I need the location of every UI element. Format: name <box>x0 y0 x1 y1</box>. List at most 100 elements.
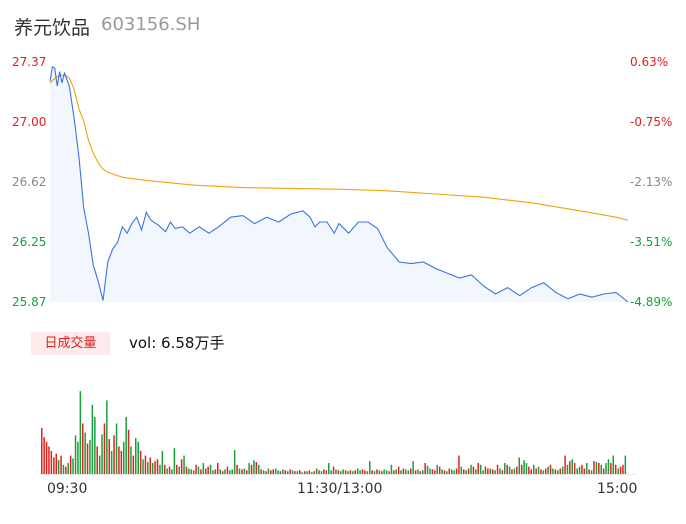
volume-bar <box>318 470 320 474</box>
volume-bar <box>74 435 77 474</box>
volume-bar <box>79 391 82 474</box>
volume-bar <box>393 470 395 474</box>
volume-bar <box>417 469 419 474</box>
pct-label-3: -2.13% <box>630 175 673 189</box>
volume-bar <box>373 471 376 474</box>
volume-bar <box>323 469 325 474</box>
volume-bar <box>559 468 561 474</box>
volume-bar <box>554 469 557 474</box>
volume-bar <box>315 468 318 474</box>
time-label-open: 09:30 <box>47 481 88 497</box>
volume-bar <box>91 405 94 474</box>
volume-bar <box>113 435 115 474</box>
volume-bar <box>569 461 571 474</box>
volume-bar <box>120 451 123 474</box>
volume-readout: vol: 6.58万手 <box>129 334 225 352</box>
volume-bar <box>260 469 262 474</box>
pct-label-4: -3.51% <box>630 235 673 249</box>
volume-bar <box>624 455 627 474</box>
volume-bar <box>496 464 499 474</box>
volume-bar <box>255 462 258 474</box>
volume-bar <box>110 451 113 474</box>
volume-bar <box>118 446 120 474</box>
price-label-top: 27.37 <box>12 55 47 69</box>
volume-bar <box>571 459 573 474</box>
volume-bar <box>566 464 569 474</box>
price-label-2: 27.00 <box>12 115 47 129</box>
volume-bar <box>605 463 607 474</box>
volume-bar <box>573 463 576 474</box>
volume-bar <box>588 469 590 474</box>
pct-label-bottom: -4.89% <box>630 295 673 309</box>
volume-bar <box>419 471 422 474</box>
volume-bar <box>238 468 241 474</box>
volume-bar <box>470 464 472 474</box>
volume-bar <box>342 469 344 474</box>
volume-bar <box>467 468 470 474</box>
volume-bar <box>180 459 183 474</box>
volume-bar <box>197 466 200 474</box>
volume-bar <box>446 471 448 474</box>
volume-bar <box>429 468 431 474</box>
volume-bar <box>127 429 130 474</box>
volume-bar <box>77 441 79 474</box>
volume-bar <box>57 460 60 474</box>
volume-bar <box>482 470 484 474</box>
price-label-4: 26.25 <box>12 235 47 249</box>
volume-bar <box>53 457 55 474</box>
volume-bar <box>547 466 549 474</box>
volume-bar <box>530 469 532 474</box>
volume-bar <box>253 460 255 474</box>
volume-bar <box>84 432 86 474</box>
volume-bar <box>557 470 559 474</box>
volume-bar <box>96 446 98 474</box>
volume-bar <box>361 469 364 474</box>
volume-bar <box>229 470 231 474</box>
volume-bar <box>487 468 489 474</box>
volume-bar <box>171 469 173 474</box>
volume-bar <box>410 468 412 474</box>
volume-bar <box>364 470 366 474</box>
volume-bar <box>236 464 238 474</box>
volume-bar <box>48 446 50 474</box>
volume-bar <box>525 463 528 474</box>
volume-bar <box>586 463 588 474</box>
pct-label-top: 0.63% <box>630 55 669 69</box>
volume-bar <box>465 470 467 474</box>
volume-bar <box>441 469 443 474</box>
volume-bar <box>243 468 246 474</box>
volume-bar <box>214 469 217 474</box>
volume-bar <box>506 464 508 474</box>
volume-bar <box>60 455 62 474</box>
volume-bar <box>617 468 619 474</box>
volume-bar <box>164 464 166 474</box>
volume-bar <box>347 471 349 474</box>
volume-bar <box>528 466 530 474</box>
volume-bar <box>226 466 229 474</box>
pct-label-2: -0.75% <box>630 115 673 129</box>
volume-tag[interactable]: 日成交量 <box>31 332 110 355</box>
volume-bar <box>356 468 359 474</box>
volume-bar <box>147 462 149 474</box>
volume-bar <box>581 464 583 474</box>
volume-bar <box>311 472 313 474</box>
volume-bar <box>535 468 537 474</box>
volume-bar <box>289 469 291 474</box>
volume-bar <box>499 468 501 474</box>
volume-bar <box>614 464 617 474</box>
average-price-line <box>49 74 629 221</box>
volume-bar <box>513 468 516 474</box>
volume-bar <box>330 470 332 474</box>
volume-bar <box>219 469 221 474</box>
volume-bar <box>395 469 397 474</box>
volume-bar <box>144 455 147 474</box>
volume-bar <box>190 469 192 474</box>
volume-bar <box>376 469 378 474</box>
volume-bar <box>501 470 504 474</box>
volume-bar <box>267 468 270 474</box>
volume-bar <box>132 455 135 474</box>
volume-bar <box>607 459 610 474</box>
volume-bar <box>250 464 253 474</box>
volume-bar <box>477 463 479 474</box>
